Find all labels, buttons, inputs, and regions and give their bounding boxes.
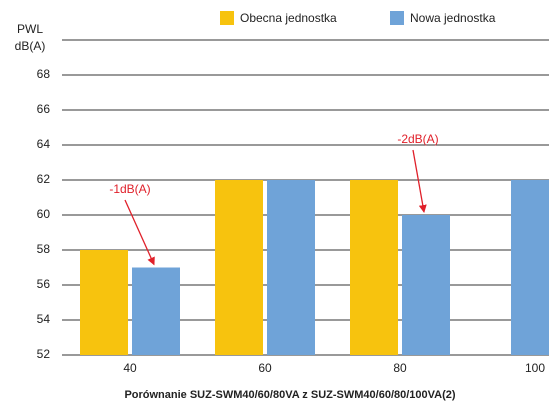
y-tick-label: 64 bbox=[37, 137, 51, 151]
legend-swatch bbox=[390, 11, 404, 25]
x-axis-label: Porównanie SUZ-SWM40/60/80VA z SUZ-SWM40… bbox=[124, 389, 455, 401]
bar bbox=[132, 267, 180, 355]
legend-label: Nowa jednostka bbox=[410, 11, 496, 25]
x-tick-label: 60 bbox=[258, 361, 272, 375]
y-tick-label: 52 bbox=[37, 347, 51, 361]
y-axis-label: PWL bbox=[17, 22, 43, 36]
bar bbox=[80, 250, 128, 355]
bar bbox=[267, 180, 315, 355]
y-tick-label: 58 bbox=[37, 242, 51, 256]
legend-swatch bbox=[220, 11, 234, 25]
annotation-arrow bbox=[412, 149, 427, 213]
y-tick-label: 54 bbox=[37, 312, 51, 326]
y-axis-label: dB(A) bbox=[15, 39, 46, 53]
bar bbox=[402, 215, 450, 355]
legend-label: Obecna jednostka bbox=[240, 11, 337, 25]
x-tick-label: 100 bbox=[525, 361, 545, 375]
x-tick-label: 40 bbox=[123, 361, 137, 375]
y-tick-label: 62 bbox=[37, 172, 51, 186]
annotation: -1dB(A) bbox=[109, 182, 150, 196]
y-tick-label: 66 bbox=[37, 102, 51, 116]
y-tick-label: 60 bbox=[37, 207, 51, 221]
y-tick-label: 56 bbox=[37, 277, 51, 291]
bar bbox=[511, 180, 549, 355]
bar bbox=[215, 180, 263, 355]
annotation: -2dB(A) bbox=[397, 132, 438, 146]
y-tick-label: 68 bbox=[37, 67, 51, 81]
bar bbox=[350, 180, 398, 355]
x-tick-label: 80 bbox=[393, 361, 407, 375]
annotation-arrow bbox=[124, 199, 155, 266]
